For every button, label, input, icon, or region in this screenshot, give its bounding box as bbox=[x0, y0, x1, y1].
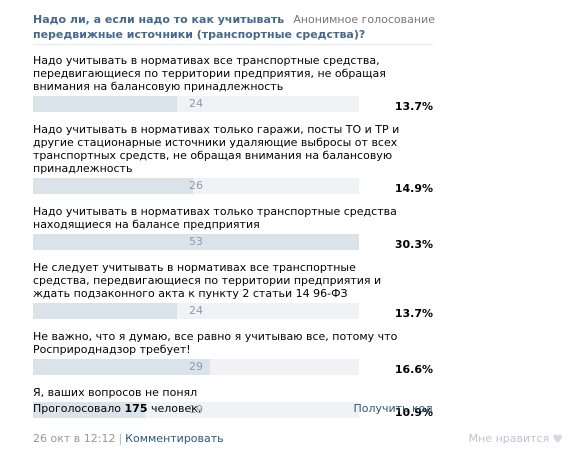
option-text: Я, ваших вопросов не понял bbox=[33, 386, 198, 399]
option-text: Надо учитывать в нормативах все транспор… bbox=[33, 54, 386, 93]
poll-option[interactable]: Надо учитывать в нормативах все транспор… bbox=[33, 54, 435, 113]
total-prefix: Проголосовало bbox=[33, 402, 122, 415]
option-text: Не следует учитывать в нормативах все тр… bbox=[33, 261, 382, 300]
heart-icon: ♥ bbox=[552, 432, 563, 446]
option-vote-count: 19 bbox=[189, 403, 203, 416]
option-percent: 10.9% bbox=[394, 406, 433, 419]
get-code-link[interactable]: Получить код bbox=[353, 402, 433, 415]
option-vote-count: 53 bbox=[189, 235, 203, 248]
option-bar-fill bbox=[33, 402, 146, 418]
poll-option[interactable]: Не важно, что я думаю, все равно я учиты… bbox=[33, 330, 435, 376]
option-bar-fill bbox=[33, 303, 178, 319]
footer-separator: | bbox=[118, 432, 123, 445]
poll-header: Надо ли, а если надо то как учитывать в … bbox=[33, 10, 435, 45]
post-date[interactable]: 26 окт в 12:12 bbox=[33, 432, 116, 445]
option-bar-track bbox=[33, 96, 359, 112]
total-count: 175 bbox=[124, 402, 148, 415]
option-percent: 13.7% bbox=[394, 100, 433, 113]
like-label: Мне нравится bbox=[468, 432, 550, 445]
option-bar-row: 53 30.3% bbox=[33, 234, 435, 251]
total-votes: Проголосовало 175 человек. bbox=[33, 402, 201, 416]
option-bar-row: 29 16.6% bbox=[33, 359, 435, 376]
option-bar-track bbox=[33, 178, 359, 194]
option-bar-row: 26 14.9% bbox=[33, 178, 435, 195]
option-bar-fill bbox=[33, 96, 178, 112]
option-vote-count: 24 bbox=[189, 304, 203, 317]
poll-footer: Проголосовало 175 человек. Получить код bbox=[33, 402, 435, 416]
comment-link[interactable]: Комментировать bbox=[125, 432, 224, 445]
poll: Надо ли, а если надо то как учитывать в … bbox=[33, 10, 435, 419]
poll-option[interactable]: Я, ваших вопросов не понял 19 10.9% bbox=[33, 386, 435, 419]
option-bar-fill bbox=[33, 359, 211, 375]
option-percent: 30.3% bbox=[394, 238, 433, 251]
option-vote-count: 29 bbox=[189, 360, 203, 373]
option-text: Не важно, что я думаю, все равно я учиты… bbox=[33, 330, 398, 356]
option-bar-fill bbox=[33, 178, 193, 194]
option-bar-row: 24 13.7% bbox=[33, 96, 435, 113]
option-percent: 16.6% bbox=[394, 363, 433, 376]
option-bar-fill bbox=[33, 234, 359, 250]
poll-type-label: Анонимное голосование bbox=[287, 12, 435, 27]
option-bar-row: 24 13.7% bbox=[33, 303, 435, 320]
option-vote-count: 24 bbox=[189, 97, 203, 110]
poll-options: Надо учитывать в нормативах все транспор… bbox=[33, 54, 435, 429]
option-text: Надо учитывать в нормативах только гараж… bbox=[33, 123, 400, 175]
option-vote-count: 26 bbox=[189, 179, 203, 192]
option-bar-row: 19 10.9% bbox=[33, 402, 435, 419]
total-suffix: человек. bbox=[151, 402, 202, 415]
option-text: Надо учитывать в нормативах только транс… bbox=[33, 205, 397, 231]
header-divider bbox=[33, 44, 433, 45]
option-bar-track bbox=[33, 303, 359, 319]
option-bar-track bbox=[33, 402, 359, 418]
option-percent: 14.9% bbox=[394, 182, 433, 195]
like-button[interactable]: Мне нравится ♥ bbox=[469, 432, 563, 446]
poll-option[interactable]: Надо учитывать в нормативах только транс… bbox=[33, 205, 435, 251]
post-footer: 26 окт в 12:12 | Комментировать Мне нравит… bbox=[33, 432, 563, 446]
poll-option[interactable]: Надо учитывать в нормативах только гараж… bbox=[33, 123, 435, 195]
option-bar-track bbox=[33, 234, 359, 250]
poll-option[interactable]: Не следует учитывать в нормативах все тр… bbox=[33, 261, 435, 320]
option-percent: 13.7% bbox=[394, 307, 433, 320]
option-bar-track bbox=[33, 359, 359, 375]
